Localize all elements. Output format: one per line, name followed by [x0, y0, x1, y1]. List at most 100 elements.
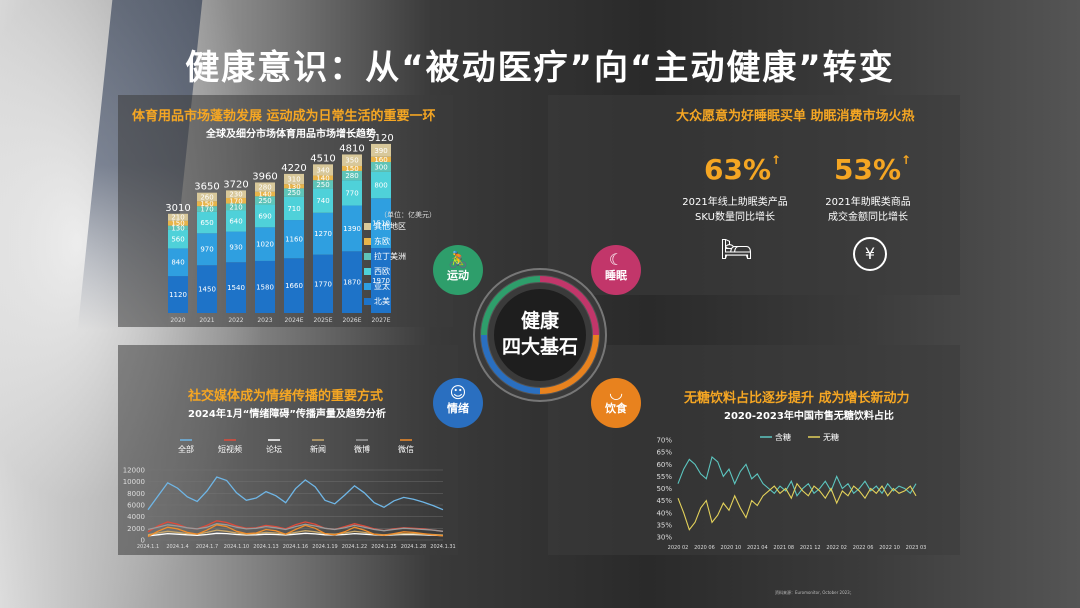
- ring-sleep-arc: [539, 276, 599, 336]
- series-line: [147, 523, 444, 532]
- yen-icon: ¥: [853, 237, 887, 271]
- center-label: 健康 四大基石: [501, 310, 578, 358]
- x-tick-label: 2024.1.16: [283, 544, 308, 550]
- legend-swatch: [364, 238, 371, 245]
- bar-segment: [168, 213, 188, 221]
- legend-label: 新闻: [310, 444, 326, 454]
- beverage-panel-title: 无糖饮料占比逐步提升 成为增长新动力: [684, 391, 910, 406]
- bar-segment: [284, 220, 304, 259]
- y-tick-label: 35%: [656, 521, 672, 529]
- bar-segment-label: 310: [287, 176, 300, 184]
- bar-segment: [255, 196, 275, 205]
- x-tick-label: 2024.1.22: [342, 544, 367, 550]
- y-tick-label: 50%: [656, 485, 672, 493]
- x-tick-label: 2024.1.10: [224, 544, 249, 550]
- x-tick-label: 2020: [170, 317, 185, 324]
- bar-segment-label: 150: [345, 165, 358, 173]
- x-tick-label: 2023 03: [906, 545, 927, 551]
- x-tick-label: 2020 02: [668, 545, 689, 551]
- pillar-sport[interactable]: 🚴 运动: [433, 245, 483, 295]
- bar-segment: [226, 190, 246, 198]
- bar-segment: [371, 198, 391, 249]
- y-tick-label: 40%: [656, 509, 672, 517]
- y-tick-label: 6000: [127, 502, 145, 510]
- bar-segment: [371, 162, 391, 172]
- bar-segment-label: 230: [229, 191, 242, 199]
- social-media-panel: 社交媒体成为情绪传播的重要方式 2024年1月“情绪障碍”传播声量及趋势分析 0…: [118, 345, 458, 555]
- cycling-icon: 🚴: [448, 250, 468, 269]
- bar-segment-label: 1540: [227, 284, 245, 292]
- legend-swatch: [364, 283, 371, 290]
- bar-segment-label: 160: [374, 156, 387, 164]
- bar-segment-label: 1160: [285, 236, 303, 244]
- bar-segment-label: 350: [345, 157, 358, 165]
- stat-sku-growth: 63%↑: [704, 153, 782, 186]
- x-tick-label: 2022 06: [853, 545, 874, 551]
- food-bowl-icon: ◡: [609, 383, 623, 402]
- legend-label: 含糖: [775, 432, 791, 442]
- bar-segment: [313, 164, 333, 176]
- bar-segment: [284, 188, 304, 197]
- bar-total-label: 4810: [339, 143, 364, 154]
- legend-label: 无糖: [823, 432, 839, 442]
- beverage-line-chart: 30% 35% 40% 45% 50% 55% 60% 65% 70% 2020 02 2020 0…: [656, 432, 927, 551]
- bar-segment-label: 150: [200, 200, 213, 208]
- y-tick-label: 65%: [656, 449, 672, 457]
- pillar-sleep[interactable]: ☾ 睡眠: [591, 245, 641, 295]
- bar-segment: [168, 229, 188, 249]
- bar-segment: [255, 260, 275, 313]
- x-tick-label: 2022 02: [826, 545, 847, 551]
- y-tick-label: 8000: [127, 490, 145, 498]
- bar-segment-label: 740: [316, 197, 329, 205]
- bar-segment-label: 170: [200, 206, 213, 214]
- x-tick-label: 2021 08: [773, 545, 794, 551]
- x-tick-label: 2021 04: [747, 545, 768, 551]
- bar-segment-label: 140: [316, 174, 329, 182]
- bar-segment-label: 800: [374, 182, 387, 190]
- bar-segment: [342, 165, 362, 171]
- bar-segment-label: 140: [258, 191, 271, 199]
- bar-segment-label: 170: [229, 197, 242, 205]
- bar-segment: [226, 231, 246, 263]
- x-tick-label: 2024.1.28: [401, 544, 426, 550]
- bar-segment: [197, 265, 217, 313]
- bar-segment: [371, 156, 391, 163]
- bar-segment-label: 1270: [314, 230, 332, 238]
- legend-label: 短视频: [218, 444, 242, 454]
- x-tick-label: 2020 10: [721, 545, 742, 551]
- bar-segment: [371, 171, 391, 199]
- x-tick-label: 2022 10: [879, 545, 900, 551]
- bar-segment-label: 1390: [343, 225, 361, 233]
- y-tick-label: 60%: [656, 461, 672, 469]
- bar-segment-label: 930: [229, 243, 242, 251]
- bar-total-label: 3960: [252, 171, 277, 182]
- bar-segment-label: 840: [171, 259, 184, 267]
- sports-panel-title: 体育用品市场蓬勃发展 运动成为日常生活的重要一环: [132, 109, 436, 124]
- legend-swatch: [364, 268, 371, 275]
- bar-segment: [284, 258, 304, 313]
- legend-label: 论坛: [266, 444, 282, 454]
- page-title: 健康意识：从“被动医疗”向“主动健康”转变: [185, 48, 895, 88]
- bar-segment: [284, 184, 304, 189]
- y-tick-label: 70%: [656, 437, 672, 445]
- pillar-mood[interactable]: ☺ 情绪: [433, 378, 483, 428]
- bar-segment: [313, 175, 333, 181]
- bar-segment: [168, 225, 188, 230]
- bar-segment: [255, 227, 275, 261]
- pillar-diet[interactable]: ◡ 饮食: [591, 378, 641, 428]
- bar-segment-label: 250: [316, 181, 329, 189]
- bar-segment-label: 390: [374, 147, 387, 155]
- bar-segment-label: 1580: [256, 283, 274, 291]
- bar-segment-label: 1770: [314, 280, 332, 288]
- bar-segment: [342, 251, 362, 313]
- bar-segment-label: 1120: [169, 291, 187, 299]
- bar-segment: [226, 197, 246, 204]
- y-tick-label: 10000: [123, 478, 145, 486]
- social-chart-subtitle: 2024年1月“情绪障碍”传播声量及趋势分析: [188, 409, 386, 420]
- bar-segment: [371, 248, 391, 313]
- bar-segment-label: 300: [374, 163, 387, 171]
- bar-segment: [255, 204, 275, 228]
- bar-segment: [168, 220, 188, 226]
- y-tick-label: 55%: [656, 473, 672, 481]
- sports-chart-subtitle: 全球及细分市场体育用品市场增长趋势: [206, 129, 376, 140]
